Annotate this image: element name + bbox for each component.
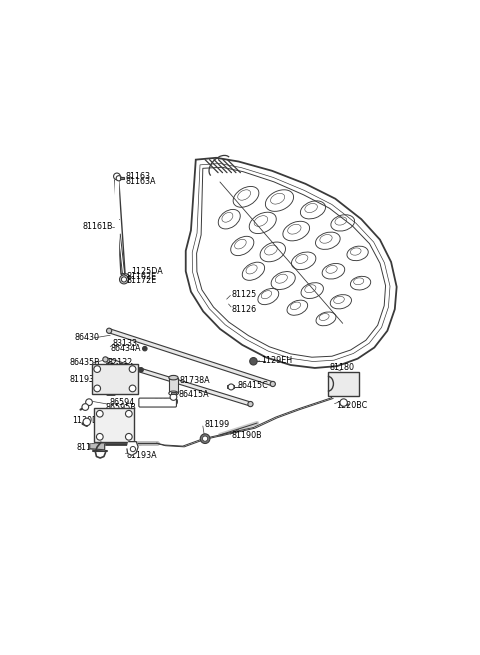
Polygon shape bbox=[127, 441, 138, 455]
Circle shape bbox=[340, 399, 348, 406]
Circle shape bbox=[139, 367, 144, 372]
Bar bbox=[120, 274, 124, 276]
Circle shape bbox=[94, 385, 100, 392]
Text: 1125DA: 1125DA bbox=[131, 267, 162, 276]
Text: 86590: 86590 bbox=[154, 398, 179, 407]
Text: 86430: 86430 bbox=[75, 333, 100, 342]
Text: 86415C: 86415C bbox=[237, 381, 268, 390]
Text: 86594: 86594 bbox=[109, 398, 134, 407]
Text: 81172E: 81172E bbox=[127, 276, 157, 286]
Circle shape bbox=[85, 399, 92, 405]
Circle shape bbox=[122, 274, 129, 280]
Text: 86435B: 86435B bbox=[69, 358, 100, 367]
Text: 1220BC: 1220BC bbox=[336, 401, 367, 409]
Text: 82132: 82132 bbox=[108, 358, 133, 367]
Text: 81130: 81130 bbox=[77, 443, 102, 453]
Circle shape bbox=[200, 434, 210, 443]
Text: 81190B: 81190B bbox=[232, 431, 263, 440]
Ellipse shape bbox=[169, 375, 178, 380]
Polygon shape bbox=[186, 158, 396, 368]
Text: 81199: 81199 bbox=[204, 420, 229, 429]
Circle shape bbox=[114, 173, 120, 179]
Text: 81738A: 81738A bbox=[179, 376, 210, 384]
Ellipse shape bbox=[169, 391, 178, 396]
Circle shape bbox=[203, 436, 208, 441]
Text: 86415A: 86415A bbox=[178, 390, 209, 398]
Circle shape bbox=[96, 434, 103, 440]
Text: 81163A: 81163A bbox=[125, 177, 156, 186]
Circle shape bbox=[94, 365, 100, 373]
Circle shape bbox=[270, 381, 276, 386]
Circle shape bbox=[130, 447, 135, 452]
Polygon shape bbox=[90, 444, 105, 450]
Text: 81161B: 81161B bbox=[83, 222, 113, 231]
Text: 81125: 81125 bbox=[232, 290, 257, 299]
Bar bbox=[169, 378, 178, 393]
Circle shape bbox=[121, 277, 127, 282]
Circle shape bbox=[125, 411, 132, 417]
Circle shape bbox=[96, 411, 103, 417]
Text: 86595B: 86595B bbox=[106, 403, 136, 411]
Circle shape bbox=[116, 176, 121, 181]
Text: 81180: 81180 bbox=[330, 364, 355, 373]
Circle shape bbox=[129, 365, 136, 373]
Bar bbox=[228, 385, 234, 388]
Circle shape bbox=[248, 402, 253, 407]
Text: 1130DB: 1130DB bbox=[72, 417, 104, 425]
Circle shape bbox=[125, 434, 132, 440]
Text: 81163: 81163 bbox=[125, 172, 150, 181]
Text: 81193A: 81193A bbox=[126, 451, 157, 460]
Text: 86434A: 86434A bbox=[110, 344, 141, 353]
Circle shape bbox=[82, 403, 89, 411]
Circle shape bbox=[120, 275, 129, 284]
Bar bbox=[171, 392, 176, 394]
Text: 1129EH: 1129EH bbox=[261, 356, 292, 365]
Circle shape bbox=[83, 418, 91, 426]
Text: 81193C: 81193C bbox=[69, 375, 100, 384]
Text: 81162E: 81162E bbox=[127, 272, 157, 280]
Circle shape bbox=[170, 394, 177, 400]
Polygon shape bbox=[108, 329, 274, 386]
Circle shape bbox=[250, 358, 257, 365]
Circle shape bbox=[143, 346, 147, 351]
Bar bbox=[120, 177, 124, 179]
Bar bbox=[94, 408, 134, 442]
Text: 83133: 83133 bbox=[113, 339, 138, 348]
FancyBboxPatch shape bbox=[139, 398, 177, 407]
Circle shape bbox=[107, 328, 112, 333]
Bar bbox=[328, 371, 360, 396]
Polygon shape bbox=[105, 358, 251, 406]
Bar bbox=[92, 364, 138, 394]
Circle shape bbox=[228, 384, 234, 390]
Circle shape bbox=[129, 385, 136, 392]
Text: 81126: 81126 bbox=[232, 305, 257, 314]
Circle shape bbox=[103, 357, 108, 362]
Text: 86438A: 86438A bbox=[105, 363, 135, 372]
